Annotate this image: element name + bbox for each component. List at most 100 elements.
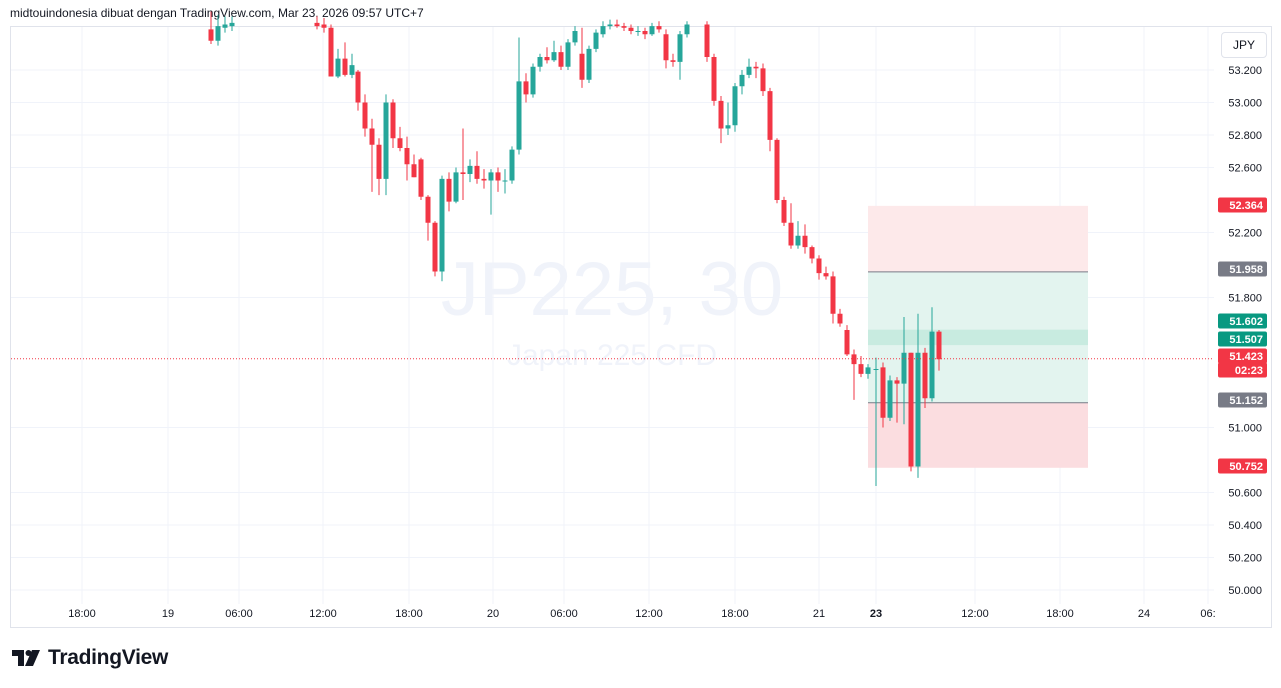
candle [439,175,445,282]
candle [467,159,473,183]
candle-body [495,172,501,181]
candle [614,19,620,28]
candle-body [565,42,571,67]
candle-body [760,68,766,92]
loss-zone[interactable] [868,402,1088,468]
candle [908,352,914,472]
price-badge-text: 52.364 [1229,200,1264,212]
position-tool[interactable] [868,205,1088,468]
candle [530,63,536,98]
watermark-symbol: JP225, 30 [441,247,783,332]
candle-body [328,27,334,77]
candle-body [376,144,382,179]
x-tick-label: 06:00 [225,608,253,620]
candle [642,27,648,40]
candle-body [586,48,592,80]
candle-body [894,380,900,384]
candle-body [684,24,690,35]
y-tick-label: 50.600 [1228,488,1262,500]
candle [425,195,431,241]
candle-body [880,367,886,418]
candle [795,221,801,249]
candle [760,63,766,96]
y-tick-label: 52.800 [1228,130,1262,142]
candle [572,26,578,46]
candle [621,22,627,31]
candle-body [635,31,641,32]
candle [321,18,327,33]
candle-body [537,57,543,67]
candle [600,21,606,38]
price-badge: 50.752 [1218,458,1267,474]
candle [684,21,690,38]
candle [739,70,745,95]
candle-body [649,26,655,35]
candle-body [788,222,794,246]
candle [586,45,592,83]
candle [649,22,655,36]
candle [656,21,662,33]
candle [837,308,843,327]
candle-body [453,172,459,202]
time-axis[interactable]: 18:00 19 06:00 12:00 18:00 20 06:00 12:00 18:00 2… [68,608,1215,620]
candle [732,83,738,132]
candle [411,154,417,178]
candle-body [936,331,942,360]
candle-body [593,32,599,49]
candle [215,14,221,46]
candle-body [342,58,348,75]
x-tick-label: 18:00 [721,608,749,620]
candle [746,58,752,79]
candle-body [397,138,403,148]
price-labels: 52.364 51.958 51.602 51.507 51.423 02:23 51.15… [1218,197,1267,474]
currency-button[interactable]: JPY [1221,32,1267,58]
candle [823,266,829,280]
candle [894,377,900,423]
candle [915,313,921,478]
candle [873,357,879,486]
candle [495,167,501,192]
candle [376,138,382,196]
price-badge: 51.152 [1218,392,1267,408]
price-badge-bg [1218,458,1267,474]
candle-body [369,128,375,145]
candle [397,126,403,152]
candle [383,94,389,196]
price-badge: 02:23 [1218,362,1267,378]
candle [335,48,341,79]
candle [474,151,480,184]
x-tick-label: 06:00 [550,608,578,620]
candle-body [809,247,815,259]
candle-body [579,53,585,80]
candle [929,307,935,402]
price-axis[interactable]: 53.200 53.000 52.800 52.600 52.200 51.800 51.0… [1228,65,1262,597]
candle [516,37,522,155]
candle-body [425,196,431,223]
candle-body [837,313,843,324]
candle-body [802,235,808,248]
x-tick-label: 06: [1200,608,1215,620]
candle-body [439,178,445,272]
candle-body [816,258,822,274]
candle-body [621,26,627,28]
candle-body [908,352,914,467]
candle [788,203,794,249]
candle [677,31,683,80]
candle-body [509,149,515,181]
candle-body [460,172,466,174]
stop-zone[interactable] [868,205,1088,272]
candle [865,364,871,379]
price-badge-bg [1218,261,1267,277]
price-badge: 51.507 [1218,331,1267,347]
candle [781,196,787,226]
candle [725,102,731,135]
price-badge-text: 50.752 [1229,461,1263,473]
candle-body [383,102,389,179]
candle-body [544,57,550,61]
candle-body [901,352,907,384]
entry-zone[interactable] [868,329,1088,346]
candle [460,128,466,200]
price-badge: 51.958 [1218,261,1267,277]
candle [488,169,494,215]
